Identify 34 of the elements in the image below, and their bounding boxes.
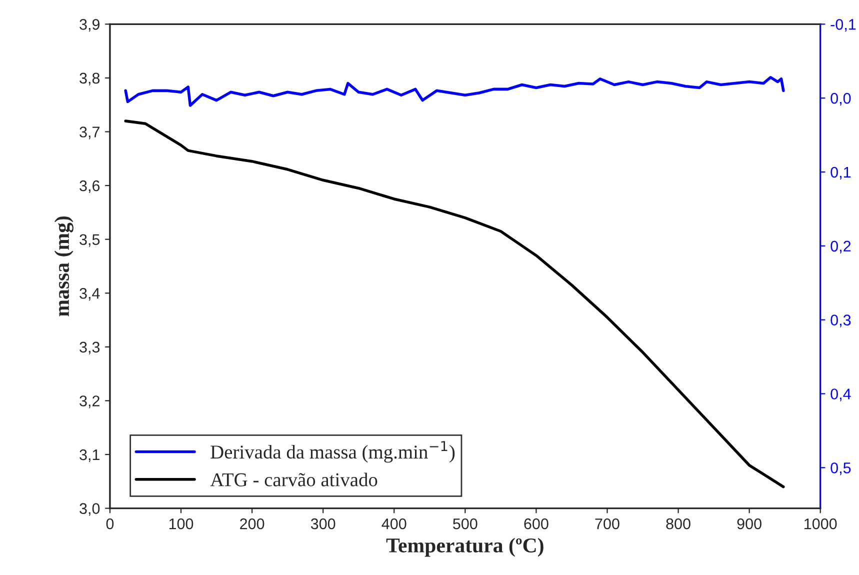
x-axis-title: Temperatura (ºC) bbox=[386, 538, 544, 557]
legend-label: ATG - carvão ativado bbox=[210, 472, 378, 486]
x-tick-label: 100 bbox=[169, 518, 194, 530]
y-tick-label: 3,2 bbox=[80, 396, 100, 408]
legend-label: Derivada da massa (mg.min$^{−1}$) bbox=[210, 441, 455, 463]
y2-tick-label: 0,4 bbox=[830, 388, 851, 402]
y2-tick-label: 0,3 bbox=[830, 314, 851, 328]
x-tick-label: 700 bbox=[595, 518, 620, 530]
x-tick-label: 800 bbox=[666, 518, 690, 530]
line-series bbox=[124, 76, 785, 107]
y-tick-label: 3,7 bbox=[80, 126, 100, 140]
y2-tick-label: 0,1 bbox=[830, 166, 851, 180]
x-tick-label: 200 bbox=[240, 518, 264, 530]
y-tick-label: 3,6 bbox=[80, 180, 100, 194]
line-series bbox=[124, 120, 785, 488]
y-tick-label: 3,8 bbox=[80, 72, 100, 86]
y2-tick-label: 0,5 bbox=[830, 462, 851, 476]
x-tick-label: 1000 bbox=[804, 518, 837, 530]
y-tick-label: 3,4 bbox=[80, 288, 100, 301]
y2-tick-label: 0,0 bbox=[830, 92, 851, 106]
y-tick-label: 3,3 bbox=[80, 342, 100, 354]
y-tick-label: 3,5 bbox=[80, 234, 100, 247]
x-tick-label: 500 bbox=[453, 518, 478, 530]
x-tick-label: 300 bbox=[310, 518, 336, 530]
y-tick-label: 3,0 bbox=[80, 503, 100, 516]
x-tick-label: 600 bbox=[524, 518, 548, 530]
x-tick-label: 900 bbox=[737, 518, 762, 530]
y-tick-label: 3,1 bbox=[80, 449, 100, 462]
y-tick-label: 3,9 bbox=[80, 19, 100, 32]
y2-tick-label: 0,2 bbox=[830, 240, 851, 254]
y-axis-title: massa (mg) bbox=[54, 216, 74, 316]
x-tick-label: 0 bbox=[106, 518, 114, 530]
x-tick-label: 400 bbox=[382, 518, 406, 530]
y2-tick-label: -0,1 bbox=[830, 19, 856, 32]
